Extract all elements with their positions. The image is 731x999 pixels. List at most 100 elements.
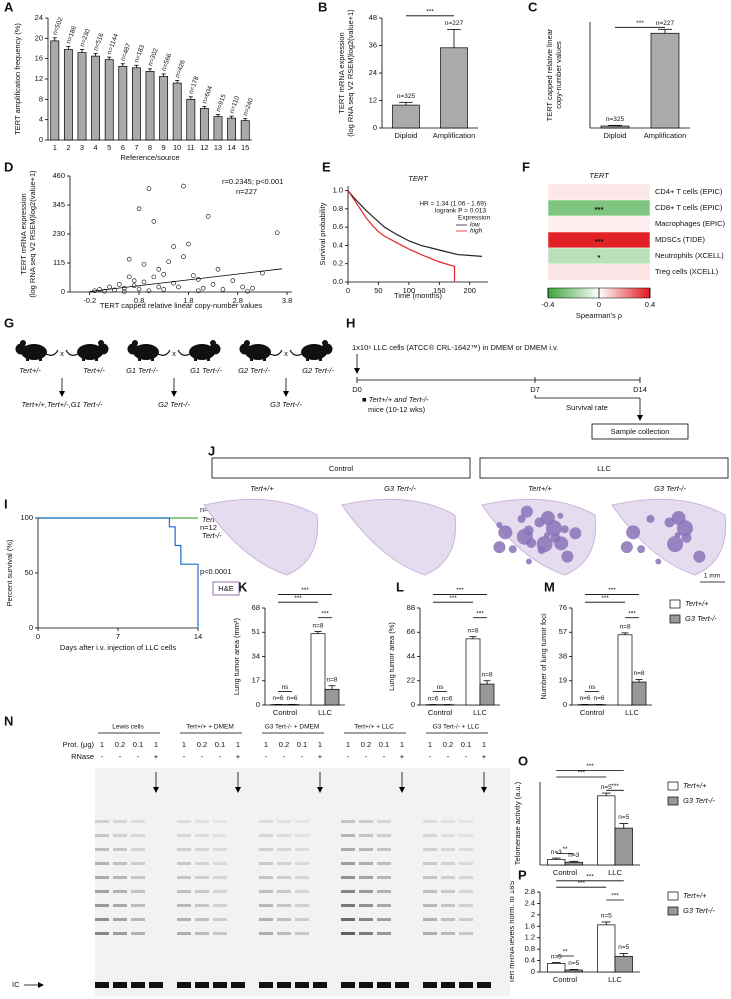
mouse-part: [194, 357, 197, 361]
mouse-part: [245, 344, 271, 360]
ic-band: [277, 982, 291, 988]
n-label: n=227: [445, 20, 464, 27]
y-tick-label: 50: [25, 568, 33, 577]
legend-label: Tert+/+: [683, 781, 707, 790]
significance-label: ***: [426, 9, 434, 16]
timeline-text: mice (10-12 wks): [368, 405, 426, 414]
gel-band: [213, 848, 227, 851]
x-tick-label: 0: [36, 632, 40, 641]
significance-label: ***: [294, 595, 302, 602]
x-tick-label: 5: [107, 143, 111, 152]
x-tick-label: LLC: [608, 975, 622, 984]
lane-label: 0.2: [197, 740, 207, 749]
gel-band: [359, 820, 373, 823]
arrow-head: [399, 787, 405, 793]
panel-label: J: [208, 443, 215, 458]
mouse-part: [21, 344, 47, 360]
mouse-part: [244, 340, 250, 346]
mouse-part: [301, 344, 327, 360]
genotype: Tert+/-: [83, 366, 105, 375]
group-label: Tert+/+ + DMEM: [186, 724, 234, 731]
gel-band: [459, 918, 473, 921]
ic-label: IC: [12, 980, 20, 989]
gel-band: [295, 820, 309, 823]
gel: [95, 768, 510, 996]
lane-label: +: [482, 752, 487, 761]
x-axis-label: Days after i.v. injection of LLC cells: [60, 643, 176, 652]
gel-band: [113, 862, 127, 865]
gel-band: [441, 932, 455, 935]
panel-label: O: [518, 753, 528, 768]
ic-band: [131, 982, 145, 988]
x-tick-label: Control: [273, 708, 298, 717]
tumor-focus: [554, 536, 569, 551]
bar: [104, 59, 114, 141]
gel-band: [95, 834, 109, 837]
y-axis-label: Lung tumor area (%): [387, 622, 396, 691]
x-tick-label: 1.8: [183, 296, 193, 305]
gel-band: [459, 834, 473, 837]
y-tick-label: 0.4: [525, 956, 535, 965]
arrow-head: [283, 391, 289, 397]
gel-band: [295, 834, 309, 837]
y-axis-label: Percent survival (%): [5, 539, 14, 607]
lane-label: 1: [236, 740, 240, 749]
panel-label: F: [522, 159, 530, 174]
point: [181, 183, 186, 189]
y-axis-label: Telomerase activity (a.u.): [513, 781, 522, 865]
point: [102, 288, 107, 294]
arrow-head: [354, 368, 360, 374]
gel-band: [359, 876, 373, 879]
row-label: MDSCs (TIDE): [655, 235, 705, 244]
y-axis-label: Survival probability: [318, 202, 327, 265]
gel-band: [295, 904, 309, 907]
gel-band: [459, 848, 473, 851]
gel-band: [441, 890, 455, 893]
point: [215, 267, 221, 272]
sample-label: Tert+/+: [528, 484, 552, 493]
gel-band: [459, 932, 473, 935]
mouse-part: [289, 349, 303, 356]
lane-label: 0.1: [379, 740, 389, 749]
y-tick-label: 34: [252, 651, 260, 660]
lane-label: 0.2: [361, 740, 371, 749]
gel-band: [295, 862, 309, 865]
point: [126, 274, 132, 280]
bar: [324, 688, 340, 706]
y-axis-label: TERT mRNA expression: [337, 32, 346, 113]
lane-label: -: [365, 752, 368, 761]
lane-label: -: [265, 752, 268, 761]
point: [210, 282, 216, 287]
gel-band: [377, 904, 391, 907]
y-tick-label: 24: [35, 13, 43, 22]
panel-label: G: [4, 315, 14, 330]
gel-band: [459, 876, 473, 879]
gel-band: [95, 904, 109, 907]
gel-band: [195, 876, 209, 879]
tumor-focus: [569, 527, 582, 540]
gel-band: [259, 918, 273, 921]
gel-band: [195, 918, 209, 921]
point: [220, 287, 226, 292]
sample-label: G3 Tert-/-: [384, 484, 416, 493]
offspring: G3 Tert-/-: [270, 400, 302, 409]
gel-band: [423, 890, 437, 893]
significance-label: ***: [608, 587, 616, 594]
mouse-part: [157, 349, 171, 356]
x-tick-label: 100: [403, 286, 416, 295]
n-label: n=5: [601, 784, 612, 791]
gel-band: [341, 904, 355, 907]
mouse-part: [45, 349, 59, 356]
n-label: n=5: [618, 944, 629, 951]
y-tick-label: 20: [35, 33, 43, 42]
y-tick-label: 115: [53, 258, 65, 267]
point: [200, 285, 206, 291]
point: [151, 219, 157, 224]
lane-label: 0.2: [279, 740, 289, 749]
gel-band: [341, 918, 355, 921]
annotation: logrank P = 0.013: [435, 208, 486, 215]
ic-band: [95, 982, 109, 988]
point: [186, 241, 191, 247]
ic-band: [477, 982, 491, 988]
y-tick-label: 0: [563, 700, 567, 709]
